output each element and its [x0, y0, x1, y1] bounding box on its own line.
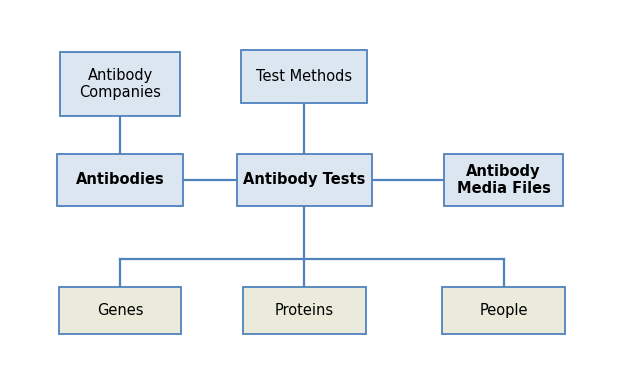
Text: Antibodies: Antibodies	[76, 172, 164, 187]
FancyBboxPatch shape	[60, 52, 180, 116]
FancyBboxPatch shape	[243, 286, 366, 334]
Text: Antibody Tests: Antibody Tests	[243, 172, 366, 187]
Text: Genes: Genes	[97, 303, 143, 318]
FancyBboxPatch shape	[59, 286, 181, 334]
Text: Proteins: Proteins	[275, 303, 334, 318]
FancyBboxPatch shape	[442, 286, 565, 334]
Text: Test Methods: Test Methods	[256, 69, 352, 84]
FancyBboxPatch shape	[242, 50, 367, 103]
FancyBboxPatch shape	[236, 154, 372, 206]
Text: People: People	[479, 303, 528, 318]
FancyBboxPatch shape	[58, 154, 183, 206]
Text: Antibody
Media Files: Antibody Media Files	[457, 164, 550, 196]
Text: Antibody
Companies: Antibody Companies	[79, 68, 161, 100]
FancyBboxPatch shape	[443, 154, 564, 206]
